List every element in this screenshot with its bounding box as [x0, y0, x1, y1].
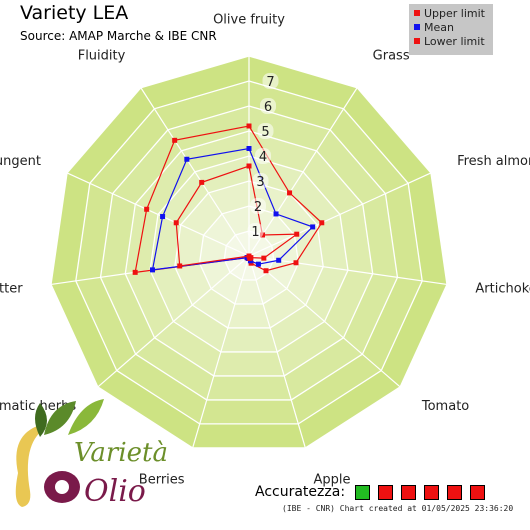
axis-spoke-10 [140, 87, 250, 257]
tick-label-3: 4 [259, 150, 267, 165]
axis-spoke-2 [248, 172, 432, 257]
legend-swatch-upper [414, 10, 420, 16]
legend-swatch-lower [414, 38, 420, 44]
legend-swatch-mean [414, 24, 420, 30]
tick-bg-5 [260, 98, 276, 114]
legend-label-lower: Lower limit [424, 35, 485, 48]
axis-label-2: Fresh almond [457, 154, 530, 169]
series-1-point-1 [273, 211, 279, 217]
axis-spoke-9 [66, 172, 250, 257]
tick-bg-3 [255, 148, 271, 164]
radar-grid [50, 55, 448, 449]
axis-label-6: Berries [139, 472, 185, 487]
axis-label-10: Fluidity [78, 49, 126, 64]
accuracy-box-2 [401, 484, 417, 500]
series-2-point-10 [199, 179, 205, 185]
series-1-point-3 [276, 257, 282, 263]
chart-footer: (IBE - CNR) Chart created at 01/05/2025 … [282, 504, 514, 513]
legend-item-lower: Lower limit [414, 35, 493, 49]
series-2-point-9 [173, 220, 179, 226]
tick-label-2: 3 [256, 175, 264, 190]
accuracy-indicator: Accuratezza: [255, 484, 493, 500]
tick-bg-1 [250, 198, 266, 214]
legend: Upper limit Mean Lower limit [409, 4, 493, 55]
accuracy-box-5 [470, 484, 486, 500]
axis-spoke-6 [192, 255, 250, 449]
legend-item-upper: Upper limit [414, 7, 493, 21]
legend-label-upper: Upper limit [424, 7, 485, 20]
series-1-point-8 [149, 267, 155, 273]
radar-labels: 1 2 3 4 5 6 7 Olive fruity Grass Fresh almond Arti… [0, 12, 530, 487]
tick-label-1: 2 [254, 200, 262, 215]
legend-label-mean: Mean [424, 21, 454, 34]
axis-spoke-7 [97, 255, 250, 388]
axis-label-5: Apple [313, 472, 350, 487]
series-0-point-4 [263, 268, 269, 274]
axis-spoke-5 [248, 255, 306, 449]
accuracy-box-1 [378, 484, 394, 500]
series-0-point-9 [144, 206, 150, 212]
series-0-point-0 [246, 123, 252, 129]
accuracy-box-4 [447, 484, 463, 500]
axis-spoke-4 [248, 255, 401, 388]
axis-label-4: Tomato [421, 399, 469, 414]
tick-bg-6 [262, 73, 279, 89]
series-2-point-2 [294, 231, 300, 237]
series-0-point-8 [132, 269, 138, 275]
legend-item-mean: Mean [414, 21, 493, 35]
series-1-point-2 [310, 224, 316, 230]
chart-title: Variety LEA [20, 2, 129, 24]
varieta-olio-logo: Varietà Olio [15, 399, 168, 509]
tick-bg-2 [252, 173, 269, 189]
series-0-point-10 [172, 137, 178, 143]
series-0-point-2 [319, 220, 325, 226]
accuracy-label: Accuratezza: [255, 484, 346, 500]
series-2-point-3 [261, 255, 267, 261]
axis-label-3: Artichoke [475, 282, 530, 297]
axis-spoke-1 [248, 87, 358, 257]
series-1-point-9 [160, 214, 166, 220]
series-2-point-8 [177, 263, 183, 269]
accuracy-boxes [355, 484, 493, 500]
tick-label-5: 6 [264, 100, 272, 115]
chart-subtitle: Source: AMAP Marche & IBE CNR [20, 29, 217, 43]
logo-text-top: Varietà [74, 438, 168, 468]
logo-text-bottom: Olio [84, 474, 146, 509]
tick-label-6: 7 [266, 75, 274, 90]
accuracy-box-3 [424, 484, 440, 500]
series-2-point-0 [246, 163, 252, 169]
axis-label-0: Olive fruity [213, 12, 285, 27]
series-0-point-3 [293, 260, 299, 266]
tick-bg-4 [257, 123, 274, 139]
tick-label-4: 5 [261, 125, 269, 140]
series-1-point-0 [246, 146, 252, 151]
axis-label-1: Grass [373, 49, 410, 64]
series-0-point-1 [287, 190, 293, 196]
axis-label-9: Pungent [0, 154, 41, 169]
series-2-point-7 [246, 253, 252, 259]
series-1-point-10 [184, 156, 190, 162]
axis-label-8: Bitter [0, 282, 23, 297]
axis-spoke-3 [248, 255, 448, 286]
accuracy-box-0 [355, 484, 371, 500]
radar-series [132, 123, 325, 275]
series-1-point-4 [255, 261, 261, 267]
tick-label-0: 1 [251, 225, 259, 240]
tick-bg-0 [247, 223, 264, 239]
